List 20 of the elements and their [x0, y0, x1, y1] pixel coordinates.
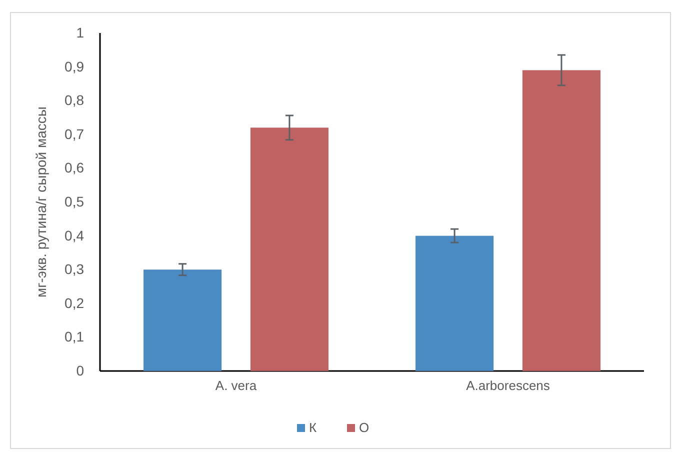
- bar: [144, 270, 222, 371]
- y-tick-label: 1: [76, 24, 84, 40]
- y-tick-label: 0,9: [64, 58, 84, 74]
- legend-label: К: [309, 420, 317, 435]
- x-tick-label: A. vera: [215, 378, 258, 394]
- y-tick-label: 0,4: [64, 227, 84, 244]
- y-tick-label: 0,7: [64, 126, 84, 142]
- y-tick-label: 0,5: [64, 193, 84, 210]
- legend-label: О: [359, 420, 370, 435]
- bar: [416, 236, 494, 371]
- y-tick-label: 0,3: [64, 261, 84, 278]
- bar: [522, 70, 600, 371]
- y-tick-label: 0,1: [64, 328, 84, 345]
- bar: [250, 128, 328, 371]
- y-tick-label: 0,8: [64, 92, 84, 108]
- y-tick-label: 0,2: [64, 294, 84, 311]
- x-tick-label: A.arborescens: [466, 378, 550, 394]
- y-axis-title: мг-экв. рутина/г сырой массы: [33, 106, 49, 298]
- y-tick-label: 0,6: [64, 160, 84, 176]
- y-tick-label: 0: [76, 362, 84, 378]
